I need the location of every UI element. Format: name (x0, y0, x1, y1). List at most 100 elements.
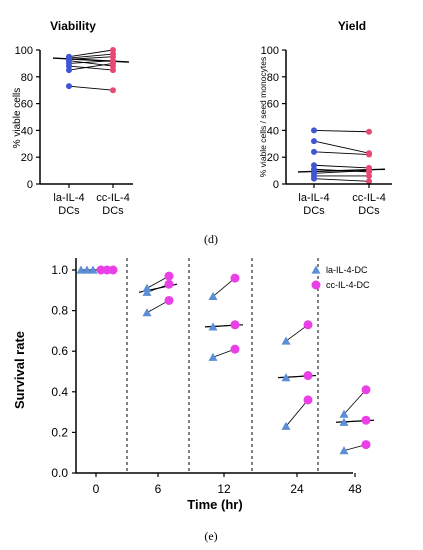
yield-y-label: % viable cells / seed monocytes (258, 57, 268, 177)
pair-line (313, 170, 370, 174)
point-cc (361, 385, 371, 395)
y-tick-label: 100 (15, 45, 33, 57)
viability-title: Viability (50, 19, 96, 33)
point-right (366, 178, 372, 185)
point-right (366, 128, 372, 135)
point-cc (361, 415, 371, 425)
point-cc (230, 320, 240, 330)
point-la (281, 373, 291, 382)
point-la (208, 291, 218, 300)
x-category-line: cc-IL-4 (352, 192, 386, 204)
point-right (366, 172, 372, 179)
point-la (142, 283, 152, 292)
y-tick-label: 0.8 (51, 304, 68, 318)
point-left (311, 127, 317, 134)
y-tick-label: 80 (267, 72, 279, 84)
point-cc (108, 265, 118, 275)
point-la (82, 265, 92, 274)
point-la (281, 336, 291, 345)
point-right (110, 60, 116, 67)
point-left (311, 138, 317, 145)
survival-chart: Survival rate 0.0 0.2 0.4 0.6 0.8 1.0 0 6 12 24 4… (12, 258, 375, 512)
point-right (366, 167, 372, 174)
point-cc (164, 279, 174, 289)
point-right (110, 87, 116, 94)
y-tick-label: 60 (267, 99, 279, 111)
x-category-label: cc-IL-4 DCs (352, 192, 386, 217)
point-cc (303, 371, 313, 381)
point-la (339, 417, 349, 426)
viability-y-ticks: 0 20 40 60 80 100 (15, 45, 40, 191)
y-tick-label: 20 (21, 152, 33, 164)
y-tick-label: 0.2 (51, 425, 68, 439)
point-left (66, 67, 72, 74)
panel-label-d: (d) (204, 232, 218, 246)
pair-line (313, 178, 370, 182)
pair-line (68, 62, 114, 71)
viability-y-label: % viable cells (12, 88, 23, 149)
pair-line (68, 60, 114, 67)
survival-legend: la-IL-4-DC cc-IL-4-DC (311, 265, 370, 290)
point-la (76, 265, 86, 274)
point-la (142, 308, 152, 317)
point-left (66, 83, 72, 90)
pair-line (68, 65, 114, 71)
x-category-label: 0 (93, 482, 100, 496)
y-tick-label: 1.0 (51, 263, 68, 277)
x-category-line: DCs (358, 205, 380, 217)
x-category-line: la-IL-4 (53, 192, 84, 204)
point-right (110, 67, 116, 74)
y-tick-label: 40 (267, 125, 279, 137)
y-tick-label: 20 (267, 152, 279, 164)
point-cc (303, 320, 313, 330)
viability-chart: Viability % viable cells 0 20 40 60 80 100 la… (12, 19, 133, 217)
pair-line (68, 85, 114, 91)
x-category-line: DCs (303, 205, 325, 217)
legend-la-marker (311, 265, 321, 274)
point-cc (230, 344, 240, 354)
x-category-line: la-IL-4 (298, 192, 329, 204)
pair-line (68, 53, 114, 59)
pair-line (313, 164, 370, 169)
median-line (52, 57, 130, 63)
pair-line (313, 140, 370, 154)
point-left (311, 148, 317, 155)
x-category-line: DCs (58, 205, 80, 217)
x-category-label: la-IL-4 DCs (298, 192, 329, 217)
point-cc (230, 273, 240, 283)
legend-cc-marker (311, 280, 321, 290)
point-la (339, 446, 349, 455)
pair-line (285, 324, 309, 342)
point-la (281, 421, 291, 430)
panel-label-e: (e) (204, 529, 217, 543)
pair-line (212, 277, 236, 297)
y-tick-label: 0.0 (51, 466, 68, 480)
survival-marks (76, 265, 375, 455)
y-tick-label: 0.4 (51, 385, 68, 399)
x-category-line: DCs (102, 205, 124, 217)
x-category-label: 6 (155, 482, 162, 496)
point-right (366, 151, 372, 158)
x-category-label: la-IL-4 DCs (53, 192, 84, 217)
pair-line (68, 49, 114, 58)
pair-line (313, 151, 370, 155)
y-tick-label: 40 (21, 125, 33, 137)
y-tick-label: 80 (21, 72, 33, 84)
viability-marks (52, 47, 130, 94)
pair-line (343, 389, 367, 415)
point-cc (303, 395, 313, 405)
x-category-label: 48 (348, 482, 362, 496)
point-left (311, 175, 317, 182)
pair-line (285, 399, 309, 427)
survival-y-label: Survival rate (12, 331, 27, 409)
x-category-label: 12 (217, 482, 231, 496)
point-cc (164, 295, 174, 305)
yield-chart: Yield % viable cells / seed monocytes 0 2… (258, 19, 392, 217)
y-tick-label: 0 (273, 179, 279, 191)
legend-cc-label: cc-IL-4-DC (326, 280, 370, 290)
yield-y-ticks: 0 20 40 60 80 100 (261, 45, 286, 191)
y-tick-label: 60 (21, 99, 33, 111)
